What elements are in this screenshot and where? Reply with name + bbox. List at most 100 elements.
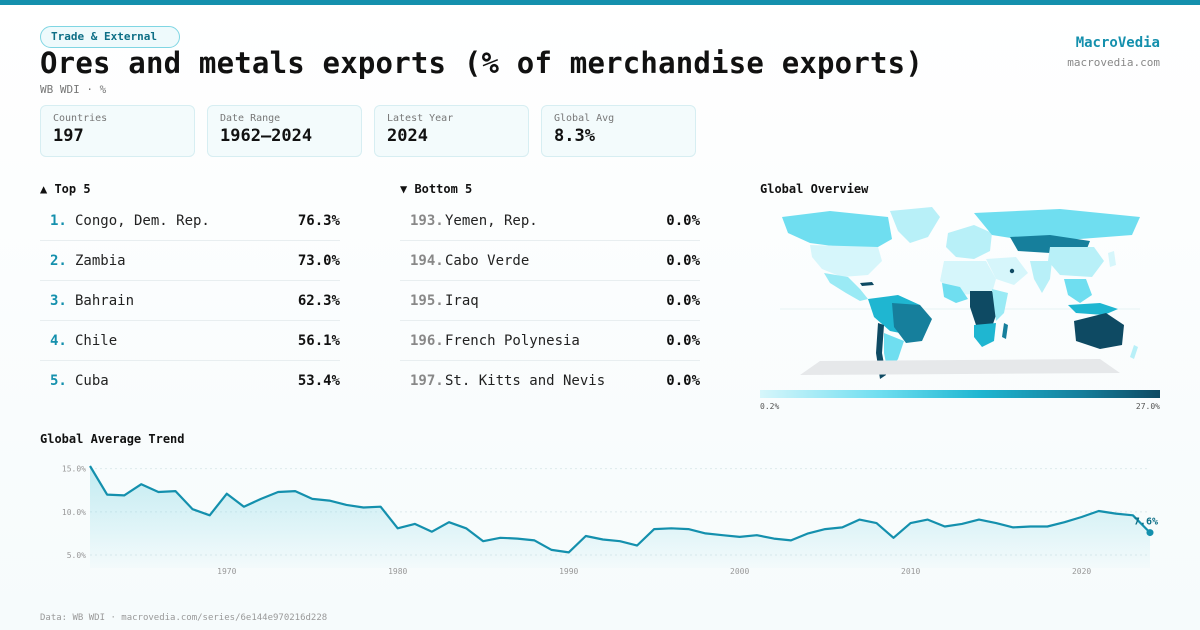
trend-point[interactable]	[1081, 516, 1083, 518]
trend-point[interactable]	[722, 534, 724, 536]
trend-point[interactable]	[876, 522, 878, 524]
trend-point[interactable]	[636, 545, 638, 547]
trend-point[interactable]	[260, 498, 262, 500]
trend-point[interactable]	[739, 536, 741, 538]
trend-point[interactable]	[106, 494, 108, 496]
trend-point[interactable]	[978, 519, 980, 521]
trend-point[interactable]	[653, 528, 655, 530]
map-region-usa[interactable]	[810, 245, 882, 277]
list-item[interactable]: 2. Zambia 73.0%	[40, 241, 340, 281]
trend-point[interactable]	[944, 526, 946, 528]
trend-point[interactable]	[277, 491, 279, 493]
trend-point[interactable]	[773, 538, 775, 540]
brand-url[interactable]: macrovedia.com	[1067, 56, 1160, 69]
trend-point[interactable]	[500, 537, 502, 539]
trend-point[interactable]	[807, 533, 809, 535]
map-region-brazil[interactable]	[892, 303, 932, 343]
trend-point[interactable]	[756, 534, 758, 536]
map-region-indonesia[interactable]	[1068, 303, 1118, 315]
list-item[interactable]: 3. Bahrain 62.3%	[40, 281, 340, 321]
trend-point[interactable]	[1064, 521, 1066, 523]
list-item[interactable]: 193. Yemen, Rep. 0.0%	[400, 201, 700, 241]
trend-point[interactable]	[123, 495, 125, 497]
map-region-europe[interactable]	[946, 225, 992, 259]
trend-point[interactable]	[414, 523, 416, 525]
trend-point[interactable]	[705, 533, 707, 535]
trend-point[interactable]	[995, 522, 997, 524]
trend-point[interactable]	[482, 540, 484, 542]
trend-point[interactable]	[910, 522, 912, 524]
trend-point[interactable]	[209, 514, 211, 516]
map-region-west-africa[interactable]	[942, 283, 968, 303]
map-region-central-africa[interactable]	[970, 291, 998, 327]
trend-point[interactable]	[585, 535, 587, 537]
trend-point[interactable]	[346, 504, 348, 506]
trend-point[interactable]	[859, 519, 861, 521]
trend-point[interactable]	[893, 537, 895, 539]
list-item[interactable]: 5. Cuba 53.4%	[40, 361, 340, 401]
map-region-antarctica[interactable]	[800, 359, 1120, 375]
list-item[interactable]: 4. Chile 56.1%	[40, 321, 340, 361]
map-region-greenland[interactable]	[890, 207, 940, 243]
trend-point[interactable]	[380, 506, 382, 508]
trend-point[interactable]	[397, 527, 399, 529]
world-choropleth-map[interactable]	[760, 203, 1160, 383]
country-name: Chile	[75, 333, 118, 349]
trend-point[interactable]	[670, 527, 672, 529]
map-region-china[interactable]	[1048, 247, 1104, 277]
trend-point[interactable]	[927, 519, 929, 521]
map-region-australia[interactable]	[1074, 313, 1124, 349]
map-region-east-africa[interactable]	[992, 289, 1008, 321]
trend-point[interactable]	[688, 528, 690, 530]
map-region-southern-africa[interactable]	[974, 323, 996, 347]
map-region-central-america[interactable]	[824, 273, 868, 301]
trend-point[interactable]	[790, 540, 792, 542]
trend-point[interactable]	[140, 483, 142, 485]
trend-point[interactable]	[619, 540, 621, 542]
list-item[interactable]: 196. French Polynesia 0.0%	[400, 321, 700, 361]
trend-point[interactable]	[841, 527, 843, 529]
list-item[interactable]: 194. Cabo Verde 0.0%	[400, 241, 700, 281]
map-region-india[interactable]	[1030, 261, 1052, 293]
trend-point[interactable]	[1047, 526, 1049, 528]
trend-point[interactable]	[1098, 510, 1100, 512]
trend-point[interactable]	[294, 490, 296, 492]
trend-chart[interactable]: 15.0% 10.0% 5.0% 1970 1980 1990 2000 2010 2020 7…	[0, 450, 1160, 590]
trend-point[interactable]	[961, 523, 963, 525]
list-item[interactable]: 1. Congo, Dem. Rep. 76.3%	[40, 201, 340, 241]
map-region-southeast-asia[interactable]	[1064, 279, 1092, 303]
map-region-bahrain[interactable]	[1009, 268, 1015, 274]
trend-point[interactable]	[431, 531, 433, 533]
trend-point[interactable]	[448, 521, 450, 523]
trend-point[interactable]	[89, 465, 91, 467]
list-item[interactable]: 197. St. Kitts and Nevis 0.0%	[400, 361, 700, 401]
map-region-madagascar[interactable]	[1002, 323, 1008, 339]
map-region-middle-east[interactable]	[986, 257, 1028, 285]
brand-name[interactable]: MacroVedia	[1075, 35, 1160, 51]
list-item[interactable]: 195. Iraq 0.0%	[400, 281, 700, 321]
trend-point[interactable]	[517, 538, 519, 540]
trend-point[interactable]	[192, 508, 194, 510]
trend-point[interactable]	[243, 506, 245, 508]
trend-point[interactable]	[568, 552, 570, 554]
trend-point[interactable]	[329, 500, 331, 502]
trend-point[interactable]	[226, 493, 228, 495]
trend-point[interactable]	[311, 498, 313, 500]
map-region-russia[interactable]	[974, 209, 1140, 241]
trend-end-point[interactable]	[1146, 529, 1154, 537]
trend-point[interactable]	[1115, 513, 1117, 515]
trend-point[interactable]	[465, 527, 467, 529]
map-region-new-zealand[interactable]	[1130, 345, 1138, 359]
trend-point[interactable]	[363, 507, 365, 509]
trend-point[interactable]	[534, 540, 536, 542]
map-region-cuba[interactable]	[860, 282, 874, 286]
trend-point[interactable]	[602, 539, 604, 541]
trend-point[interactable]	[1030, 526, 1032, 528]
trend-point[interactable]	[175, 490, 177, 492]
trend-point[interactable]	[824, 528, 826, 530]
trend-point[interactable]	[551, 549, 553, 551]
trend-point[interactable]	[1012, 527, 1014, 529]
map-region-north-america-north[interactable]	[782, 211, 892, 247]
trend-point[interactable]	[158, 491, 160, 493]
map-region-japan[interactable]	[1108, 251, 1116, 267]
